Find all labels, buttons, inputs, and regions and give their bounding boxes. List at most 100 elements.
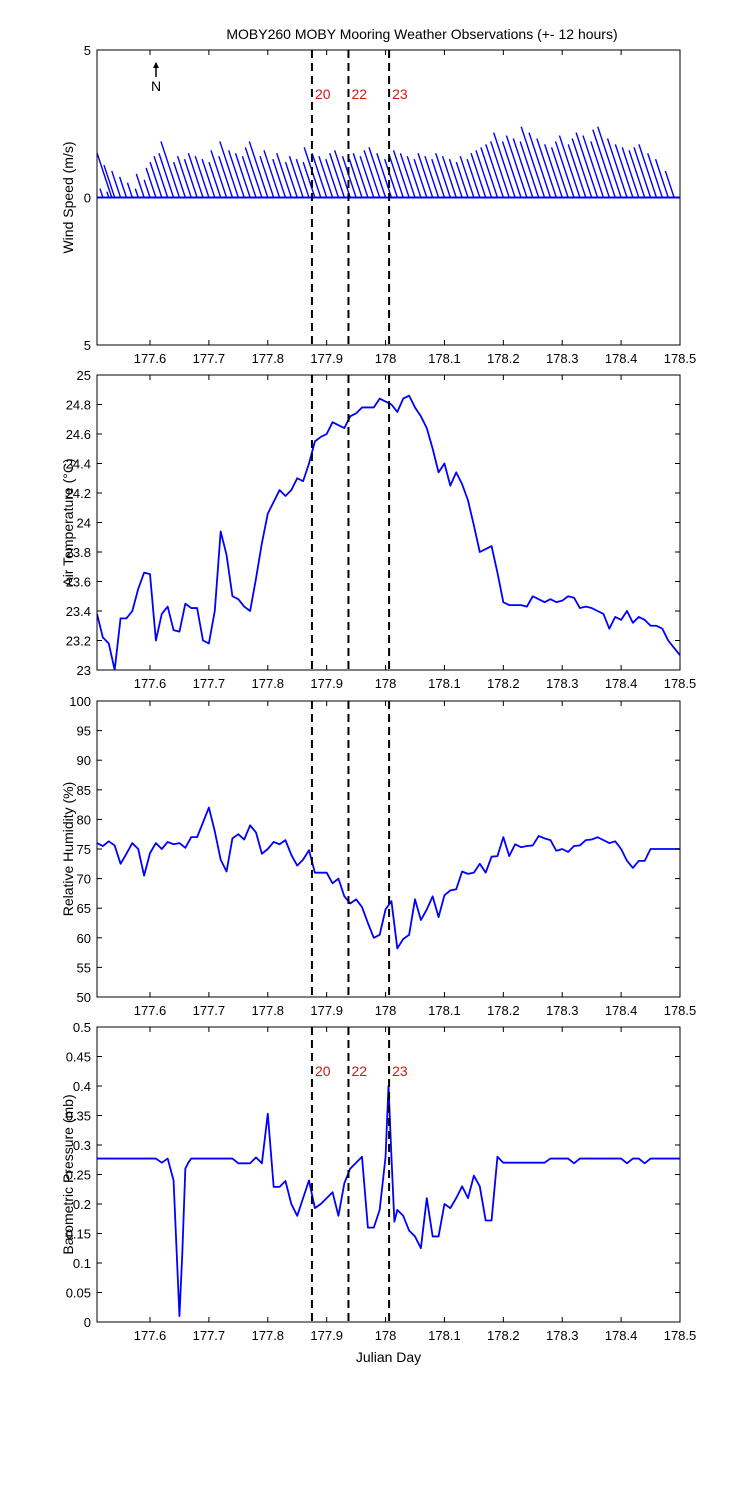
wind-vector [234, 153, 251, 198]
y-tick-label: 0.35 [66, 1109, 91, 1124]
x-tick-label: 177.9 [310, 1003, 343, 1018]
wind-vector [592, 129, 616, 198]
x-tick-label: 178 [375, 1003, 397, 1018]
x-tick-label: 178.4 [605, 351, 638, 366]
x-tick-label: 178.2 [487, 351, 520, 366]
y-tick-label: 23 [77, 663, 91, 678]
wind-vector [435, 153, 451, 198]
y-tick-label: 55 [77, 960, 91, 975]
wind-vector [333, 150, 351, 198]
x-tick-label: 178.4 [605, 1003, 638, 1018]
y-tick-label: 80 [77, 812, 91, 827]
wind-vector [638, 144, 658, 198]
x-tick-label: 178.5 [664, 1328, 697, 1343]
wind-vector [248, 141, 269, 198]
x-tick-label: 178.1 [428, 676, 461, 691]
wind-vector [621, 147, 640, 198]
wind-vector [363, 150, 381, 198]
y-tick-label: 23.6 [66, 575, 91, 590]
wind-vector [99, 188, 104, 198]
wind-vector [424, 155, 440, 198]
wind-vector [441, 155, 457, 198]
wind-vector [126, 182, 133, 198]
wind-vector [241, 155, 257, 198]
wind-vector [158, 153, 175, 198]
series-line [97, 1085, 680, 1317]
wind-vector [558, 135, 581, 198]
x-tick-label: 178 [375, 351, 397, 366]
x-tick-label: 177.7 [193, 1003, 226, 1018]
wind-vector [325, 158, 340, 198]
north-label: N [151, 78, 161, 94]
wind-vector [284, 161, 298, 198]
wind-vector [417, 153, 434, 198]
y-tick-label: 85 [77, 783, 91, 798]
x-tick-label: 177.6 [134, 351, 167, 366]
wind-vector [302, 161, 316, 198]
wind-vector [590, 141, 610, 198]
marker-label: 20 [315, 86, 331, 102]
x-tick-label: 177.7 [193, 1328, 226, 1343]
wind-vector [318, 155, 334, 198]
wind-vector [519, 141, 540, 198]
y-tick-label: 23.2 [66, 634, 91, 649]
wind-vector [413, 158, 428, 198]
wind-vector [455, 161, 469, 198]
wind-vector [135, 173, 145, 198]
y-axis-label: Relative Humidity (%) [60, 782, 76, 917]
x-tick-label: 177.8 [252, 1003, 285, 1018]
wind-vector [288, 155, 304, 198]
x-tick-label: 178.3 [546, 351, 579, 366]
wind-vector [201, 158, 216, 198]
y-tick-label: 70 [77, 872, 91, 887]
x-tick-label: 177.8 [252, 351, 285, 366]
wind-vector [276, 153, 292, 198]
y-tick-label: 90 [77, 753, 91, 768]
wind-vector [520, 126, 546, 198]
x-tick-label: 177.6 [134, 1003, 167, 1018]
marker-label: 22 [351, 86, 367, 102]
wind-vector [536, 138, 557, 198]
wind-vector [153, 155, 169, 198]
y-tick-label: 0 [84, 1315, 91, 1330]
wind-vector [628, 150, 646, 198]
wind-vector [311, 153, 328, 198]
wind-vector [597, 126, 622, 198]
wind-vector [399, 153, 416, 198]
y-tick-label: 23.8 [66, 545, 91, 560]
x-axis-label: Julian Day [356, 1349, 421, 1365]
plot-area [97, 1085, 680, 1317]
x-tick-label: 178.4 [605, 676, 638, 691]
y-tick-label: 0.15 [66, 1227, 91, 1242]
wind-vector [501, 141, 522, 198]
wind-vector [172, 161, 186, 198]
x-tick-label: 177.6 [134, 676, 167, 691]
wind-vector [329, 153, 345, 198]
wind-vector [485, 144, 504, 198]
x-tick-label: 178.2 [487, 676, 520, 691]
x-tick-label: 177.9 [310, 676, 343, 691]
y-tick-label: 0.1 [73, 1256, 91, 1271]
wind-vector [606, 138, 628, 198]
marker-label: 20 [315, 1063, 331, 1079]
wind-vector [544, 144, 563, 198]
wind-panel: 20 22 23 177.6 177.7 177.8 177.9 178 178.1 178.2 1… [60, 43, 696, 366]
marker-label: 23 [392, 86, 408, 102]
x-tick-label: 177.8 [252, 676, 285, 691]
wind-vector [272, 158, 287, 198]
x-tick-label: 177.6 [134, 1328, 167, 1343]
y-tick-label: 25 [77, 368, 91, 383]
x-tick-label: 177.7 [193, 351, 226, 366]
x-tick-label: 178.2 [487, 1003, 520, 1018]
wind-vector [567, 144, 587, 198]
temperature-panel: 177.6 177.7 177.8 177.9 178 178.1 178.2 178.3 17… [60, 368, 696, 691]
wind-vector [664, 170, 675, 198]
wind-vector [263, 150, 281, 198]
wind-vector [470, 153, 487, 198]
wind-vector [259, 155, 275, 198]
wind-vector [145, 167, 157, 198]
wind-vector [219, 141, 239, 198]
north-arrow-icon [153, 62, 159, 77]
x-tick-label: 177.8 [252, 1328, 285, 1343]
